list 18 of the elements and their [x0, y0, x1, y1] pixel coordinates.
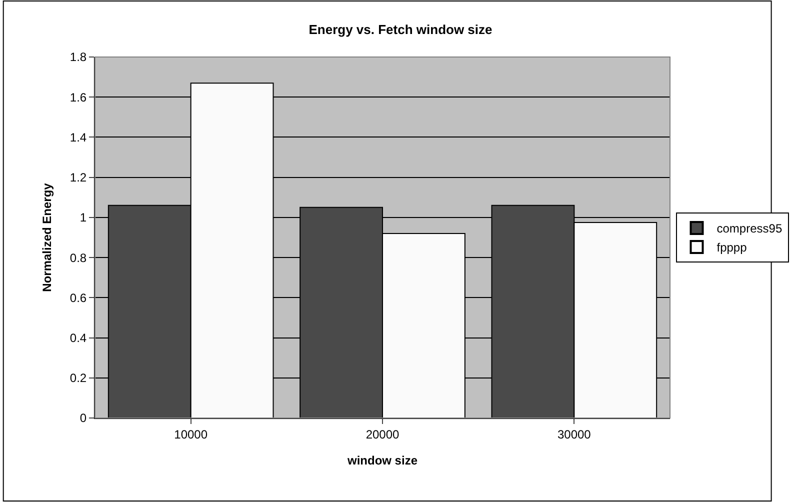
y-tick-label: 1 — [80, 210, 87, 225]
y-tick-label: 0.6 — [70, 290, 87, 305]
x-tick-label: 30000 — [557, 427, 592, 442]
y-tick-label: 1.6 — [70, 90, 87, 104]
legend-label: compress95 — [716, 222, 782, 236]
x-tick-label: 10000 — [174, 427, 208, 442]
y-tick-label: 1.8 — [70, 50, 87, 64]
legend-label: fpppp — [716, 240, 748, 255]
y-tick-label: 1.2 — [70, 170, 87, 185]
y-tick-label: 0.2 — [70, 371, 87, 386]
x-axis-title: window size — [346, 453, 418, 468]
y-tick-label: 0 — [80, 411, 87, 426]
y-tick-label: 0.4 — [70, 330, 87, 345]
y-tick-label: 1.4 — [70, 130, 87, 144]
chart-title: Energy vs. Fetch window size — [308, 22, 492, 38]
y-tick-label: 0.8 — [70, 250, 87, 265]
y-axis-title: Normalized Energy — [40, 182, 54, 292]
x-tick-label: 20000 — [366, 427, 400, 442]
